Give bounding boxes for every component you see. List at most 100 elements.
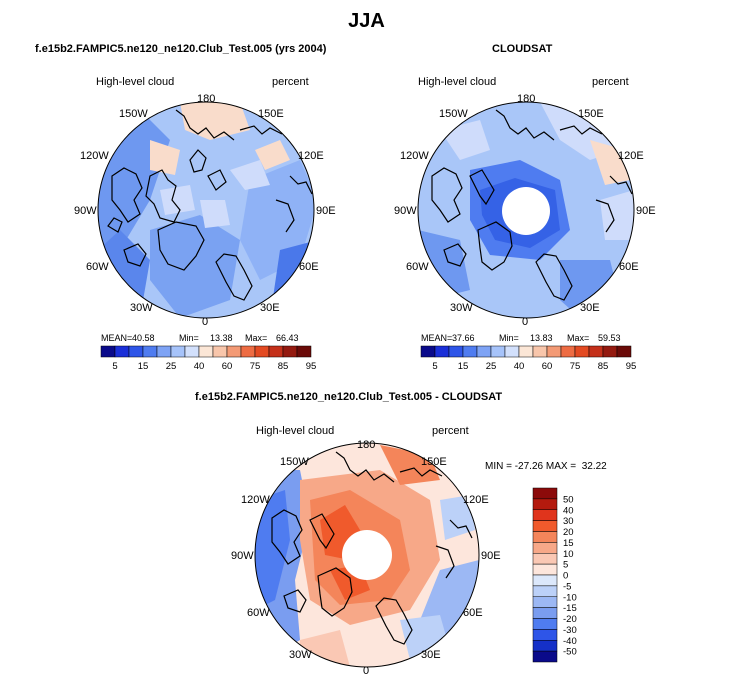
p2-lon-90e: 90E [636, 205, 656, 217]
p2-lon-30e: 30E [580, 302, 600, 314]
p3-lon-60w: 60W [247, 607, 270, 619]
p3-lon-120w: 120W [241, 494, 270, 506]
cb1-label-4: 60 [222, 361, 233, 372]
panel-3-variable: High-level cloud [256, 425, 335, 437]
colorbar-2: 5 15 25 40 60 75 85 95 [420, 345, 637, 372]
p1-mean-value: 40.58 [132, 333, 155, 343]
cb1-swatch-5 [170, 345, 186, 358]
cb1-label-6: 85 [278, 361, 289, 372]
cb3-label-0: 50 [563, 494, 574, 505]
p3-lon-30w: 30W [289, 649, 312, 661]
cb3-label-1: 40 [563, 505, 574, 516]
cb1-swatch-6 [184, 345, 200, 358]
p3-lon-180: 180 [357, 439, 375, 451]
panel-2-title: CLOUDSAT [492, 43, 553, 55]
colorbar-1: 5 15 25 40 60 75 85 95 [100, 345, 317, 372]
cb3-label-14: -50 [563, 647, 577, 658]
p2-lon-120e: 120E [618, 150, 644, 162]
cb1-swatch-12 [268, 345, 284, 358]
cb3-swatch-10 [532, 596, 558, 608]
p2-lon-30w: 30W [450, 302, 473, 314]
panel-3-units: percent [432, 425, 469, 437]
panel-1-stats: MEAN= 40.58 Min= 13.38 Max= 66.43 [101, 333, 299, 343]
p1-lon-90e: 90E [316, 205, 336, 217]
cb2-swatch-4 [476, 345, 492, 358]
cb3-label-2: 30 [563, 516, 574, 527]
cb2-swatch-13 [602, 345, 618, 358]
p2-lon-180: 180 [517, 93, 535, 105]
p2-lon-60w: 60W [406, 261, 429, 273]
panel-3-range: MIN = -27.26 MAX = 32.22 [485, 461, 607, 472]
cb1-swatch-13 [282, 345, 298, 358]
cb2-swatch-14 [616, 345, 632, 358]
cb2-swatch-3 [462, 345, 478, 358]
cb2-swatch-11 [574, 345, 590, 358]
cb3-swatch-4 [532, 531, 558, 543]
p2-lon-60e: 60E [619, 261, 639, 273]
cb2-label-4: 60 [542, 361, 553, 372]
cb2-label-7: 95 [626, 361, 637, 372]
p3-lon-150w: 150W [280, 456, 309, 468]
panel-3-map [254, 442, 480, 668]
cb1-label-0: 5 [112, 361, 117, 372]
p1-lon-150w: 150W [119, 108, 148, 120]
cb1-label-1: 15 [138, 361, 149, 372]
cb3-label-12: -30 [563, 625, 577, 636]
p1-lon-90w: 90W [74, 205, 97, 217]
cb2-swatch-0 [420, 345, 436, 358]
cb1-swatch-3 [142, 345, 158, 358]
panel-1-units: percent [272, 76, 309, 88]
p3-lon-30e: 30E [421, 649, 441, 661]
cb2-swatch-1 [434, 345, 450, 358]
panel-1-title: f.e15b2.FAMPIC5.ne120_ne120.Club_Test.00… [35, 43, 327, 55]
cb3-swatch-3 [532, 520, 558, 532]
cb1-swatch-7 [198, 345, 214, 358]
cb2-label-2: 25 [486, 361, 497, 372]
p3-lon-150e: 150E [421, 456, 447, 468]
p3-lon-90e: 90E [481, 550, 501, 562]
cb3-label-13: -40 [563, 636, 577, 647]
p1-max-label: Max= [245, 333, 267, 343]
cb3-swatch-5 [532, 542, 558, 554]
p2-lon-120w: 120W [400, 150, 429, 162]
cb3-swatch-14 [532, 640, 558, 652]
cb3-label-7: 0 [563, 571, 568, 582]
cb3-label-5: 10 [563, 549, 574, 560]
cb3-swatch-15 [532, 650, 558, 663]
panel-3-longitude-labels: 180 150E 120E 90E 60E 30E 0 30W 60W 90W … [231, 439, 501, 677]
p2-min-value: 13.83 [530, 333, 553, 343]
cb3-swatch-1 [532, 498, 558, 510]
cb1-label-7: 95 [306, 361, 317, 372]
cb1-label-5: 75 [250, 361, 261, 372]
p3-lon-90w: 90W [231, 550, 254, 562]
cb2-swatch-6 [504, 345, 520, 358]
cb1-swatch-2 [128, 345, 144, 358]
cb3-swatch-11 [532, 607, 558, 619]
p2-mean-value: 37.66 [452, 333, 475, 343]
cb2-swatch-9 [546, 345, 562, 358]
panel-2-longitude-labels: 180 150E 120E 90E 60E 30E 0 30W 60W 90W … [394, 93, 656, 328]
p1-lon-60e: 60E [299, 261, 319, 273]
panel-2-units: percent [592, 76, 629, 88]
cb3-swatch-0 [532, 487, 558, 500]
p3-lon-0: 0 [363, 665, 369, 677]
cb2-swatch-10 [560, 345, 576, 358]
p1-lon-30e: 30E [260, 302, 280, 314]
p1-lon-60w: 60W [86, 261, 109, 273]
panel-1-variable: High-level cloud [96, 76, 175, 88]
cb3-label-9: -10 [563, 592, 577, 603]
cb2-label-6: 85 [598, 361, 609, 372]
panel-1-longitude-labels: 180 150E 120E 90E 60E 30E 0 30W 60W 90W … [74, 93, 336, 328]
cb2-label-0: 5 [432, 361, 437, 372]
p2-min-label: Min= [499, 333, 519, 343]
p2-lon-0: 0 [522, 316, 528, 328]
p1-lon-150e: 150E [258, 108, 284, 120]
season-title: JJA [348, 10, 385, 32]
cb3-label-4: 15 [563, 538, 574, 549]
cb1-swatch-8 [212, 345, 228, 358]
p1-mean-label: MEAN= [101, 333, 132, 343]
cb3-swatch-6 [532, 553, 558, 565]
cb1-swatch-1 [114, 345, 130, 358]
cb3-swatch-13 [532, 629, 558, 641]
